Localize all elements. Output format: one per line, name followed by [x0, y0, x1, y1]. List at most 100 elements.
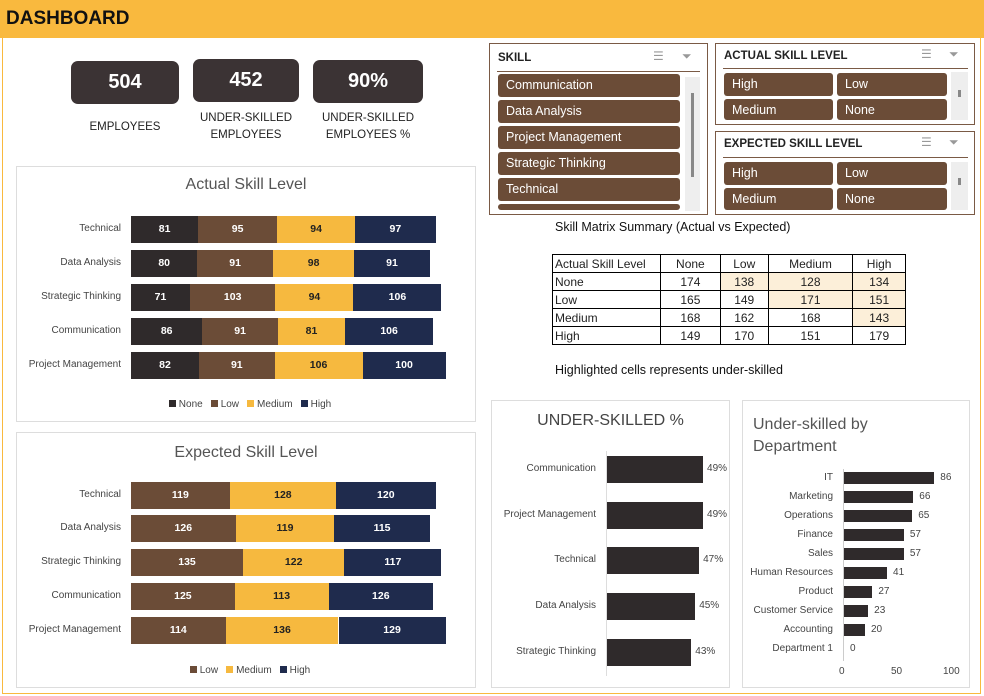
matrix-cell: Medium [552, 308, 661, 327]
category-label: Technical [79, 223, 121, 234]
slicer-item-none[interactable]: None [837, 99, 947, 120]
slicer-item-partial[interactable] [498, 204, 680, 210]
slicer-item-high[interactable]: High [724, 162, 833, 185]
slicer-item-none[interactable]: None [837, 188, 947, 210]
bar-segment-low: 95 [198, 216, 278, 243]
x-tick-label: 50 [891, 666, 903, 677]
clear-filter-icon[interactable]: ⏷ [949, 47, 959, 61]
bar-segment-none: 80 [131, 250, 198, 277]
data-label: 65 [918, 510, 930, 521]
skill-slicer-title: SKILL [498, 52, 532, 64]
actual-slicer-title: ACTUAL SKILL LEVEL [724, 50, 848, 62]
expected-skill-level-slicer[interactable]: EXPECTED SKILL LEVEL ☰ ⏷ High Low Medium… [715, 131, 975, 215]
category-label: Communication [51, 325, 121, 336]
category-label: Data Analysis [535, 600, 596, 611]
legend-swatch [168, 400, 176, 407]
slicer-item-communication[interactable]: Communication [498, 74, 680, 97]
slicer-item-low[interactable]: Low [837, 73, 947, 96]
skill-slicer[interactable]: SKILL ☰ ⏷ Communication Data Analysis Pr… [489, 43, 708, 215]
category-label: Communication [526, 463, 596, 474]
data-label: 20 [871, 624, 883, 635]
data-label: 86 [940, 472, 952, 483]
category-label: IT [824, 472, 833, 483]
data-label: 49% [707, 509, 728, 520]
bar-segment-high: 117 [344, 549, 442, 576]
legend-item: Medium [239, 399, 293, 410]
clear-filter-icon[interactable]: ⏷ [682, 49, 692, 63]
bar-segment-low: 91 [202, 318, 278, 345]
legend-label: Low [220, 399, 240, 410]
category-label: Technical [554, 554, 596, 565]
matrix-cell: 170 [719, 326, 769, 345]
kpi-underskilled-pct-label: UNDER-SKILLED EMPLOYEES % [321, 112, 415, 141]
data-label: 45% [699, 600, 720, 611]
bar [844, 491, 914, 503]
legend-swatch [210, 400, 218, 407]
matrix-cell: 174 [660, 272, 721, 291]
kpi-underskilled-value: 452 [193, 59, 299, 102]
legend-swatch [279, 666, 287, 673]
data-label: 23 [874, 605, 886, 616]
slicer-item-strategic-thinking[interactable]: Strategic Thinking [498, 152, 680, 175]
actual-skill-level-slicer[interactable]: ACTUAL SKILL LEVEL ☰ ⏷ High Low Medium N… [715, 43, 975, 125]
expected-slicer-scrollbar[interactable] [951, 162, 968, 210]
bar-segment-medium: 94 [277, 216, 356, 243]
multi-select-icon[interactable]: ☰ [921, 135, 932, 149]
bar [607, 456, 704, 483]
matrix-note: Highlighted cells represents under-skill… [555, 363, 783, 377]
slicer-item-project-management[interactable]: Project Management [498, 126, 680, 149]
bar [844, 605, 869, 617]
axis-line [843, 469, 844, 661]
category-label: Finance [797, 529, 833, 540]
slicer-item-technical[interactable]: Technical [498, 178, 680, 201]
category-label: Accounting [783, 624, 833, 635]
bar [844, 624, 865, 636]
matrix-cell: 162 [719, 308, 769, 327]
bar [844, 548, 904, 560]
data-label: 27 [878, 586, 890, 597]
actual-slicer-scrollbar[interactable] [951, 72, 968, 120]
category-label: Strategic Thinking [41, 291, 121, 302]
matrix-cell: Low [552, 290, 661, 309]
bar-segment-none: 82 [131, 352, 200, 379]
data-label: 57 [909, 548, 921, 559]
bar-segment-low: 91 [197, 250, 273, 277]
data-label: 57 [909, 529, 921, 540]
bar-segment-high: 100 [362, 352, 446, 379]
bar [844, 567, 888, 579]
matrix-cell: 168 [767, 308, 854, 327]
matrix-cell-highlighted: 143 [852, 308, 906, 327]
legend-label: Medium [257, 399, 293, 410]
matrix-header-cell: Actual Skill Level [552, 254, 661, 273]
matrix-cell: 151 [767, 326, 854, 345]
slicer-item-low[interactable]: Low [837, 162, 947, 185]
bar-segment-medium: 128 [229, 482, 336, 509]
multi-select-icon[interactable]: ☰ [653, 49, 664, 63]
multi-select-icon[interactable]: ☰ [921, 47, 932, 61]
bar-segment-medium: 122 [243, 549, 345, 576]
slicer-item-medium[interactable]: Medium [724, 188, 833, 210]
bar [844, 510, 913, 522]
bar [844, 472, 935, 484]
matrix-row: High 149 170 151 179 [552, 326, 906, 345]
category-label: Sales [807, 548, 833, 559]
chart-title: UNDER-SKILLED % [537, 412, 684, 429]
matrix-cell-highlighted: 128 [767, 272, 854, 291]
bar [607, 502, 704, 529]
category-label: Department 1 [772, 643, 833, 654]
x-tick-label: 100 [943, 666, 960, 677]
legend-swatch [247, 400, 255, 407]
slicer-item-high[interactable]: High [724, 73, 833, 96]
matrix-header-cell: High [852, 254, 906, 273]
matrix-header-row: Actual Skill Level None Low Medium High [552, 254, 906, 273]
matrix-cell: High [552, 326, 661, 345]
slicer-item-medium[interactable]: Medium [724, 99, 833, 120]
skill-slicer-scrollbar[interactable] [685, 77, 700, 211]
bar-segment-medium: 106 [274, 352, 363, 379]
category-label: Strategic Thinking [516, 646, 596, 657]
slicer-item-data-analysis[interactable]: Data Analysis [498, 100, 680, 123]
clear-filter-icon[interactable]: ⏷ [949, 135, 959, 149]
category-label: Operations [784, 510, 833, 521]
chart-title: Expected Skill Level [174, 444, 318, 461]
page-title: DASHBOARD [6, 8, 130, 29]
